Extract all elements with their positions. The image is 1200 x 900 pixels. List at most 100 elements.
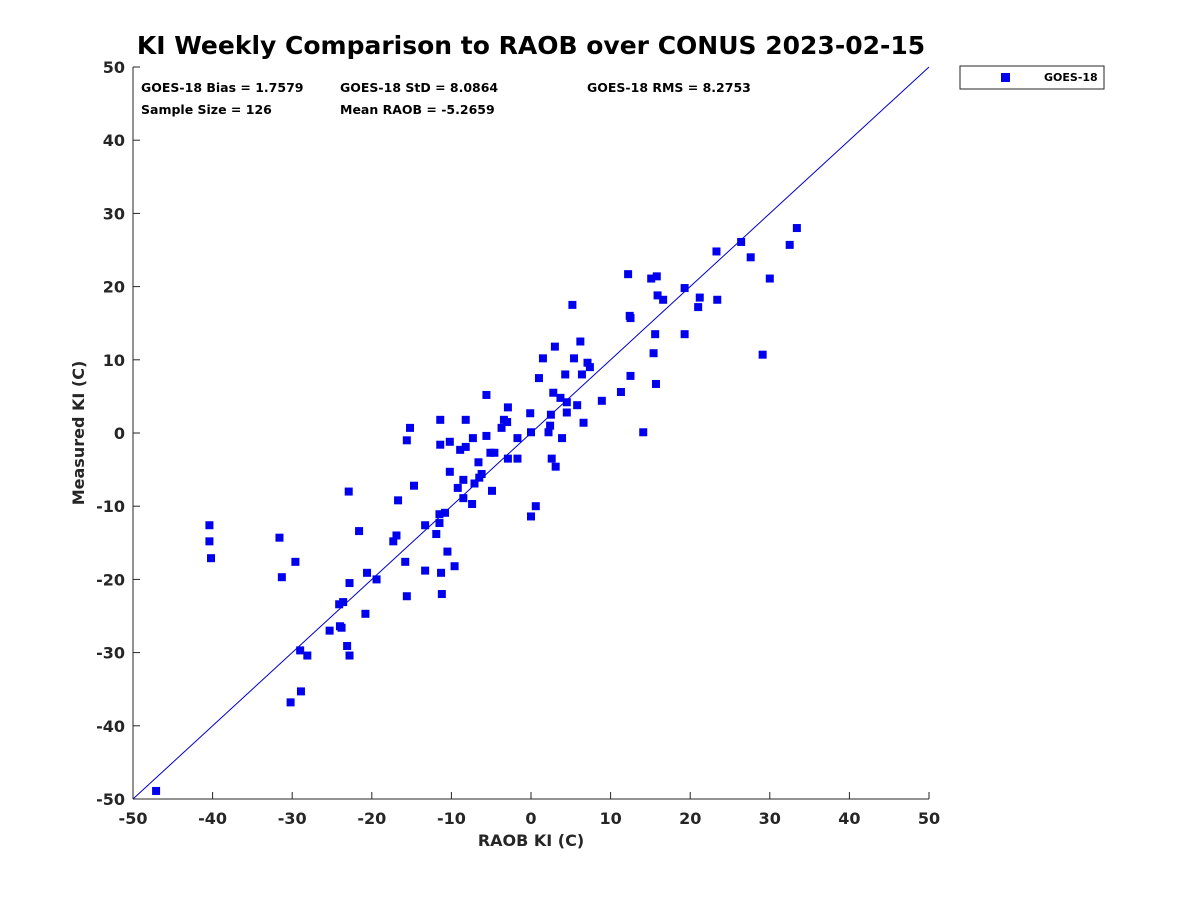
x-tick-label: 0 [525,809,536,828]
stat-std: GOES-18 StD = 8.0864 [340,80,498,95]
data-point [406,423,415,432]
y-tick-label: -10 [96,497,125,516]
data-point [624,270,633,279]
x-tick-label: 40 [838,809,860,828]
legend-label-goes-18: GOES-18 [1044,71,1098,84]
data-point [372,575,381,584]
data-point [389,537,398,546]
data-point [513,454,522,463]
legend-box [959,65,1105,90]
data-point [546,410,555,419]
legend-marker-goes-18 [1001,73,1010,82]
data-point [468,434,477,443]
data-point [503,454,512,463]
data-point [651,379,660,388]
data-point [456,445,465,454]
data-point [345,651,354,660]
data-point [558,434,567,443]
data-point [626,371,635,380]
data-point [653,291,662,300]
x-tick-label: 50 [918,809,940,828]
data-point [487,486,496,495]
data-point [409,481,418,490]
data-point [402,592,411,601]
data-point [651,330,660,339]
data-point [712,247,721,256]
x-tick-label: -50 [119,809,148,828]
data-point [275,533,284,542]
stat-bias: GOES-18 Bias = 1.7579 [141,80,303,95]
data-point [435,519,444,528]
data-point [549,388,558,397]
data-point [568,300,577,309]
data-point [392,531,401,540]
data-point [436,415,445,424]
data-points [152,224,801,795]
y-tick-label: -40 [96,717,125,736]
data-point [432,530,441,539]
data-point [482,390,491,399]
data-point [436,440,445,449]
y-tick-label: 10 [103,351,125,370]
y-tick-label: 30 [103,204,125,223]
data-point [513,434,522,443]
data-point [437,590,446,599]
data-point [402,436,411,445]
y-tick-label: 40 [103,131,125,150]
data-point [561,370,570,379]
stat-rms: GOES-18 RMS = 8.2753 [587,80,751,95]
data-point [579,418,588,427]
y-tick-label: -50 [96,790,125,809]
data-point [437,568,446,577]
data-point [461,415,470,424]
data-point [547,454,556,463]
data-point [361,609,370,618]
data-point [680,330,689,339]
data-point [345,579,354,588]
y-tick-label: 20 [103,278,125,297]
data-point [639,428,648,437]
data-point [152,786,161,795]
data-point [344,487,353,496]
data-point [713,295,722,304]
x-tick-label: -30 [278,809,307,828]
data-point [363,568,372,577]
data-point [765,274,774,283]
data-point [394,496,403,505]
x-tick-label: 30 [759,809,781,828]
data-point [576,337,585,346]
data-point [453,483,462,492]
data-point [695,293,704,302]
data-point [737,237,746,246]
data-point [339,598,348,607]
data-point [527,512,535,521]
legend: GOES-18 [959,65,1105,90]
data-point [337,623,346,632]
data-point [526,409,535,418]
data-point [421,521,430,530]
x-tick-label: 10 [599,809,621,828]
x-tick-label: -10 [437,809,466,828]
data-point [445,467,454,476]
data-point [659,295,668,304]
y-axis-label: Measured KI (C) [69,361,88,506]
y-tick-label: -30 [96,644,125,663]
stat-mean-raob: Mean RAOB = -5.2659 [340,102,495,117]
data-point [551,462,560,471]
data-point [597,396,606,405]
data-point [556,393,565,402]
data-point [303,651,312,660]
data-point [470,479,479,488]
data-point [277,573,286,582]
data-point [296,646,305,655]
data-point [544,428,553,437]
data-point [534,374,543,383]
data-point [296,687,305,696]
data-point [474,458,483,467]
data-point [207,554,216,563]
data-point [445,437,454,446]
data-point [343,642,352,651]
data-point [538,354,547,363]
data-point [459,475,468,484]
